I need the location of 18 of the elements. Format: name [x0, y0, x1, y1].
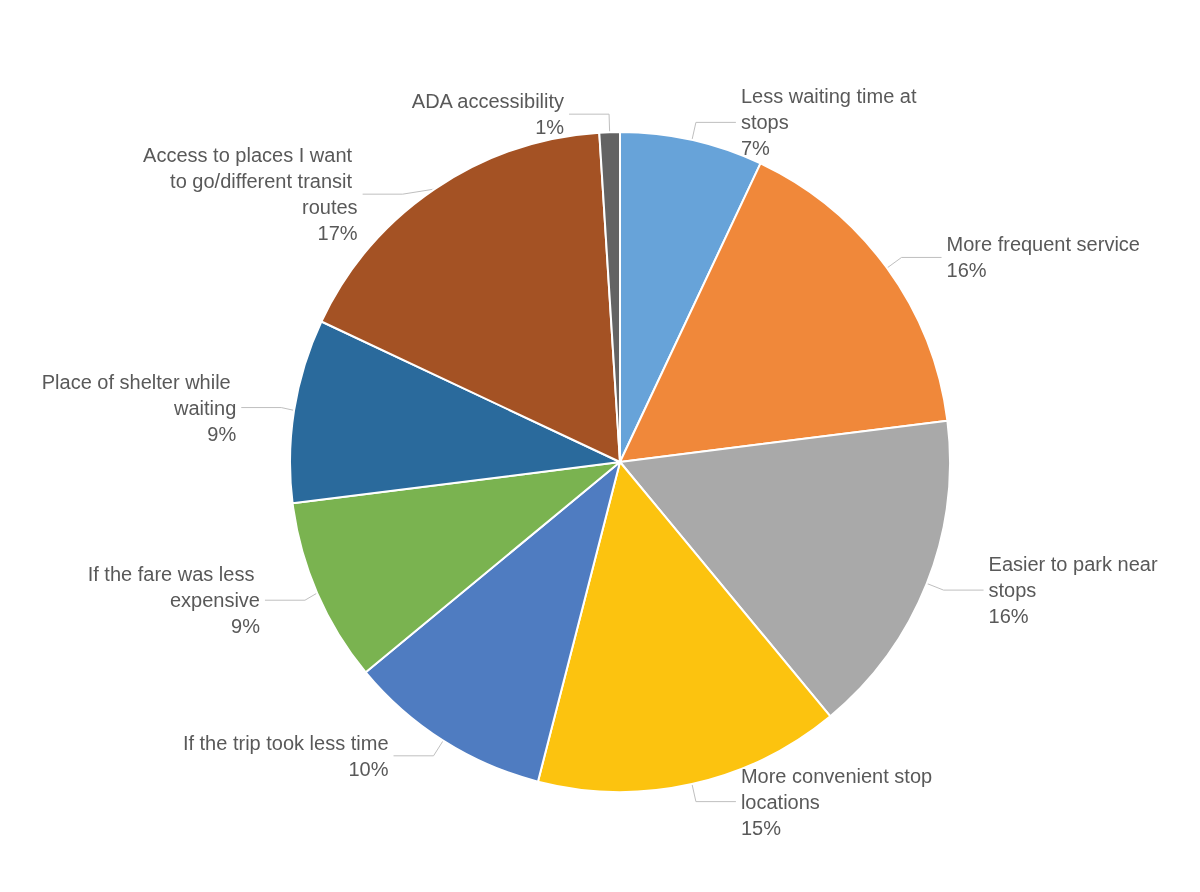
- data-label: 9%: [207, 422, 237, 445]
- slice-label: More frequent service: [946, 233, 1140, 256]
- data-label: 1%: [535, 116, 565, 139]
- data-label: 7%: [740, 137, 771, 160]
- data-label: 16%: [988, 605, 1029, 628]
- data-label: 10%: [348, 757, 389, 780]
- slice-label: If the fare was less expensive: [87, 563, 260, 612]
- slice-label: ADA accessibility: [411, 90, 565, 113]
- slice-label: More convenient stop locations: [740, 764, 938, 813]
- data-label: 9%: [231, 615, 261, 638]
- slice-label: Easier to park near stops: [988, 553, 1164, 602]
- slice-label: Place of shelter while waiting: [41, 370, 237, 419]
- data-label: 17%: [317, 222, 358, 245]
- data-label: 16%: [946, 259, 987, 282]
- data-label: 15%: [740, 816, 782, 839]
- slice-label: Access to places I want to go/different transit routes: [143, 144, 358, 219]
- slice-label: Less waiting time at stops: [740, 85, 923, 134]
- slice-label: If the trip took less time: [182, 731, 389, 754]
